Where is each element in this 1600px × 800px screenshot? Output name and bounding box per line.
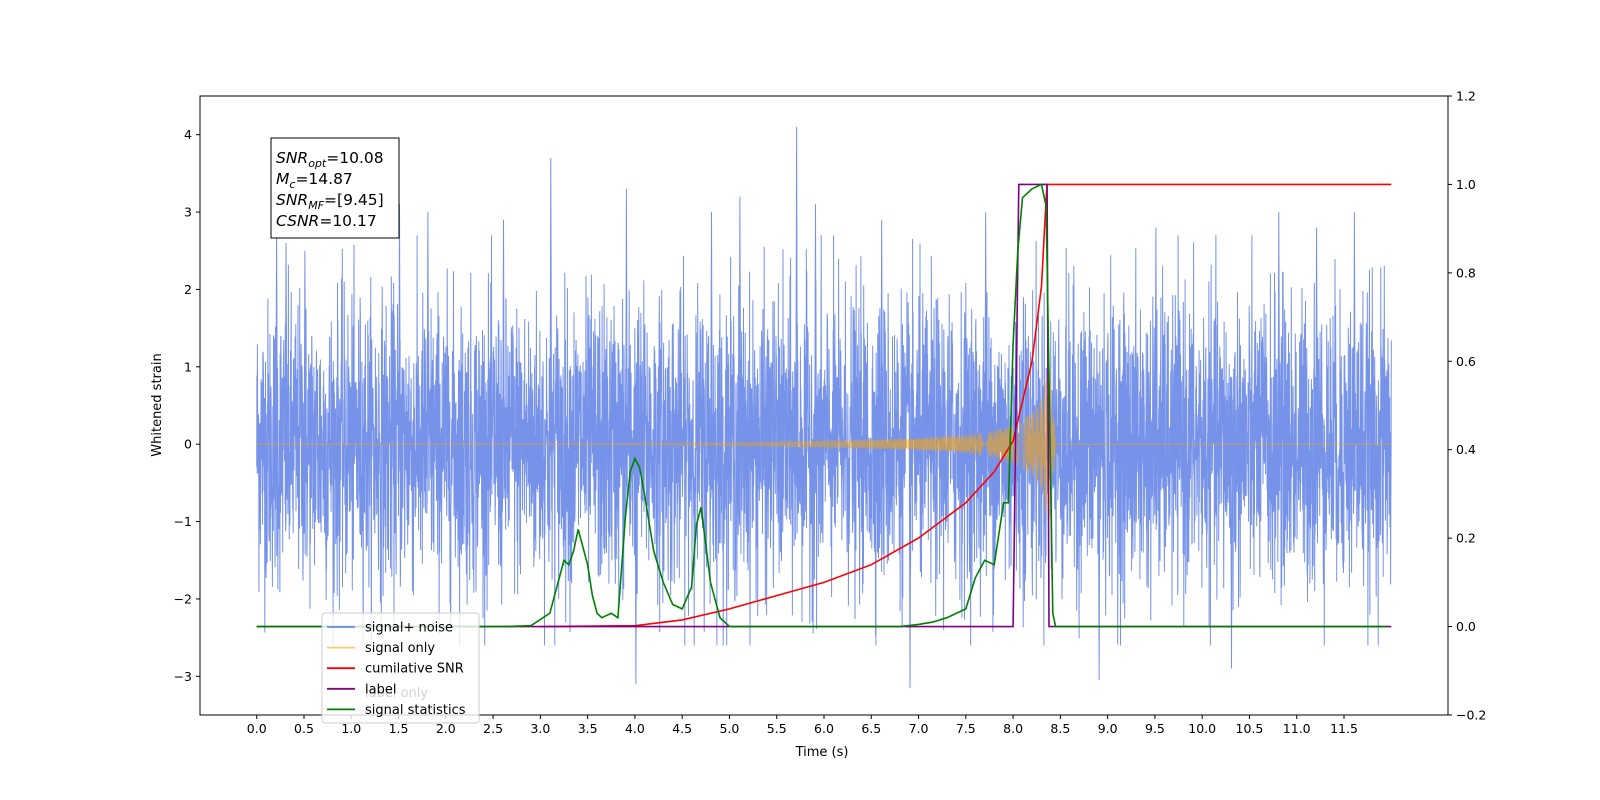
plot-area — [256, 126, 1392, 688]
x-tick-label: 0.0 — [247, 721, 267, 736]
x-tick-label: 4.5 — [672, 721, 692, 736]
x-axis-ticks: 0.0 0.5 1.0 1.5 2.0 2.5 3.0 3.5 4.0 4.5 5.0 5.5 6.0 6… — [247, 715, 1358, 736]
x-tick-label: 5.5 — [767, 721, 787, 736]
y-left-tick-label: 3 — [184, 205, 192, 220]
textbox-symbol: SNR — [276, 191, 308, 209]
y-right-tick-label: 0.8 — [1456, 265, 1476, 280]
x-tick-label: 0.5 — [294, 721, 314, 736]
legend-label: signal statistics — [365, 703, 466, 718]
x-tick-label: 10.5 — [1236, 721, 1264, 736]
x-tick-label: 1.0 — [341, 721, 361, 736]
x-axis-label: Time (s) — [795, 745, 849, 760]
x-tick-label: 8.0 — [1003, 721, 1023, 736]
legend-label: signal+ noise — [365, 621, 453, 636]
x-tick-label: 6.5 — [861, 721, 881, 736]
x-tick-label: 11.5 — [1330, 721, 1358, 736]
textbox-subscript: MF — [308, 199, 324, 212]
cumulative-snr-path — [540, 183, 1392, 628]
x-tick-label: 9.5 — [1145, 721, 1165, 736]
y-left-tick-label: −3 — [174, 669, 192, 684]
textbox-subscript: opt — [308, 157, 327, 170]
x-tick-label: 4.0 — [625, 721, 645, 736]
legend-label: cumilative SNR — [365, 662, 464, 677]
y-left-tick-label: −2 — [174, 591, 192, 606]
stats-textbox: SNRopt=10.08Mc=14.87SNRMF=[9.45]CSNR=10.… — [270, 137, 400, 239]
x-tick-label: 10.0 — [1188, 721, 1216, 736]
x-tick-label: 5.0 — [720, 721, 740, 736]
x-tick-label: 7.0 — [909, 721, 929, 736]
y-right-tick-label: 1.2 — [1456, 89, 1476, 104]
signal-only-path — [256, 368, 1392, 519]
x-tick-label: 9.0 — [1098, 721, 1118, 736]
y-left-tick-label: 0 — [184, 437, 192, 452]
signal-statistics-path — [256, 183, 1387, 628]
x-tick-label: 3.5 — [578, 721, 598, 736]
textbox-value: =[9.45] — [324, 191, 384, 209]
y-left-tick-label: 1 — [184, 359, 192, 374]
y-right-tick-label: 0.0 — [1456, 619, 1476, 634]
textbox-symbol: SNR — [276, 149, 308, 167]
y-right-tick-label: 1.0 — [1456, 177, 1476, 192]
signal-only-line — [256, 368, 1392, 519]
textbox-line: Mc=14.87 — [276, 170, 353, 191]
right-y-axis-ticks: −0.2 0.0 0.2 0.4 0.6 0.8 1.0 1.2 — [1448, 89, 1486, 723]
left-y-axis-ticks: −3 −2 −1 0 1 2 3 4 — [174, 127, 200, 684]
x-tick-label: 7.5 — [956, 721, 976, 736]
y-left-tick-label: 2 — [184, 282, 192, 297]
x-tick-label: 3.0 — [530, 721, 550, 736]
textbox-value: =10.08 — [326, 149, 383, 167]
x-tick-label: 8.5 — [1050, 721, 1070, 736]
textbox-subscript: c — [289, 178, 295, 191]
textbox-value: =14.87 — [295, 170, 352, 188]
x-tick-label: 2.5 — [483, 721, 503, 736]
y-right-tick-label: −0.2 — [1456, 708, 1486, 723]
x-tick-label: 2.0 — [436, 721, 456, 736]
textbox-frame — [270, 137, 400, 239]
x-tick-label: 11.0 — [1283, 721, 1311, 736]
legend: signal+ noise signal only cumilative SNR la… — [321, 612, 480, 724]
y-right-tick-label: 0.2 — [1456, 531, 1476, 546]
legend-frame — [321, 612, 480, 724]
signal-plus-noise-path — [256, 126, 1392, 688]
textbox-line: CSNR=10.17 — [276, 212, 377, 230]
legend-label: label — [365, 682, 396, 697]
y-right-tick-label: 0.6 — [1456, 354, 1476, 369]
x-tick-label: 6.0 — [814, 721, 834, 736]
y-left-tick-label: −1 — [174, 514, 192, 529]
signal-statistics-line — [256, 183, 1387, 628]
textbox-symbol: M — [276, 170, 289, 188]
legend-label: signal only — [365, 641, 435, 656]
legend-label-hidden: label only — [365, 686, 428, 701]
textbox-line: SNRopt=10.08 — [276, 149, 384, 170]
signal-plus-noise-line — [256, 126, 1392, 688]
y-left-tick-label: 4 — [184, 127, 192, 142]
y-right-tick-label: 0.4 — [1456, 442, 1476, 457]
cumulative-snr-line — [540, 183, 1392, 628]
y-axis-label: Whitened strain — [150, 353, 165, 456]
textbox-line: SNRMF=[9.45] — [276, 191, 384, 212]
textbox-value: =10.17 — [319, 212, 376, 230]
x-tick-label: 1.5 — [389, 721, 409, 736]
textbox-symbol: CSNR — [276, 212, 319, 230]
